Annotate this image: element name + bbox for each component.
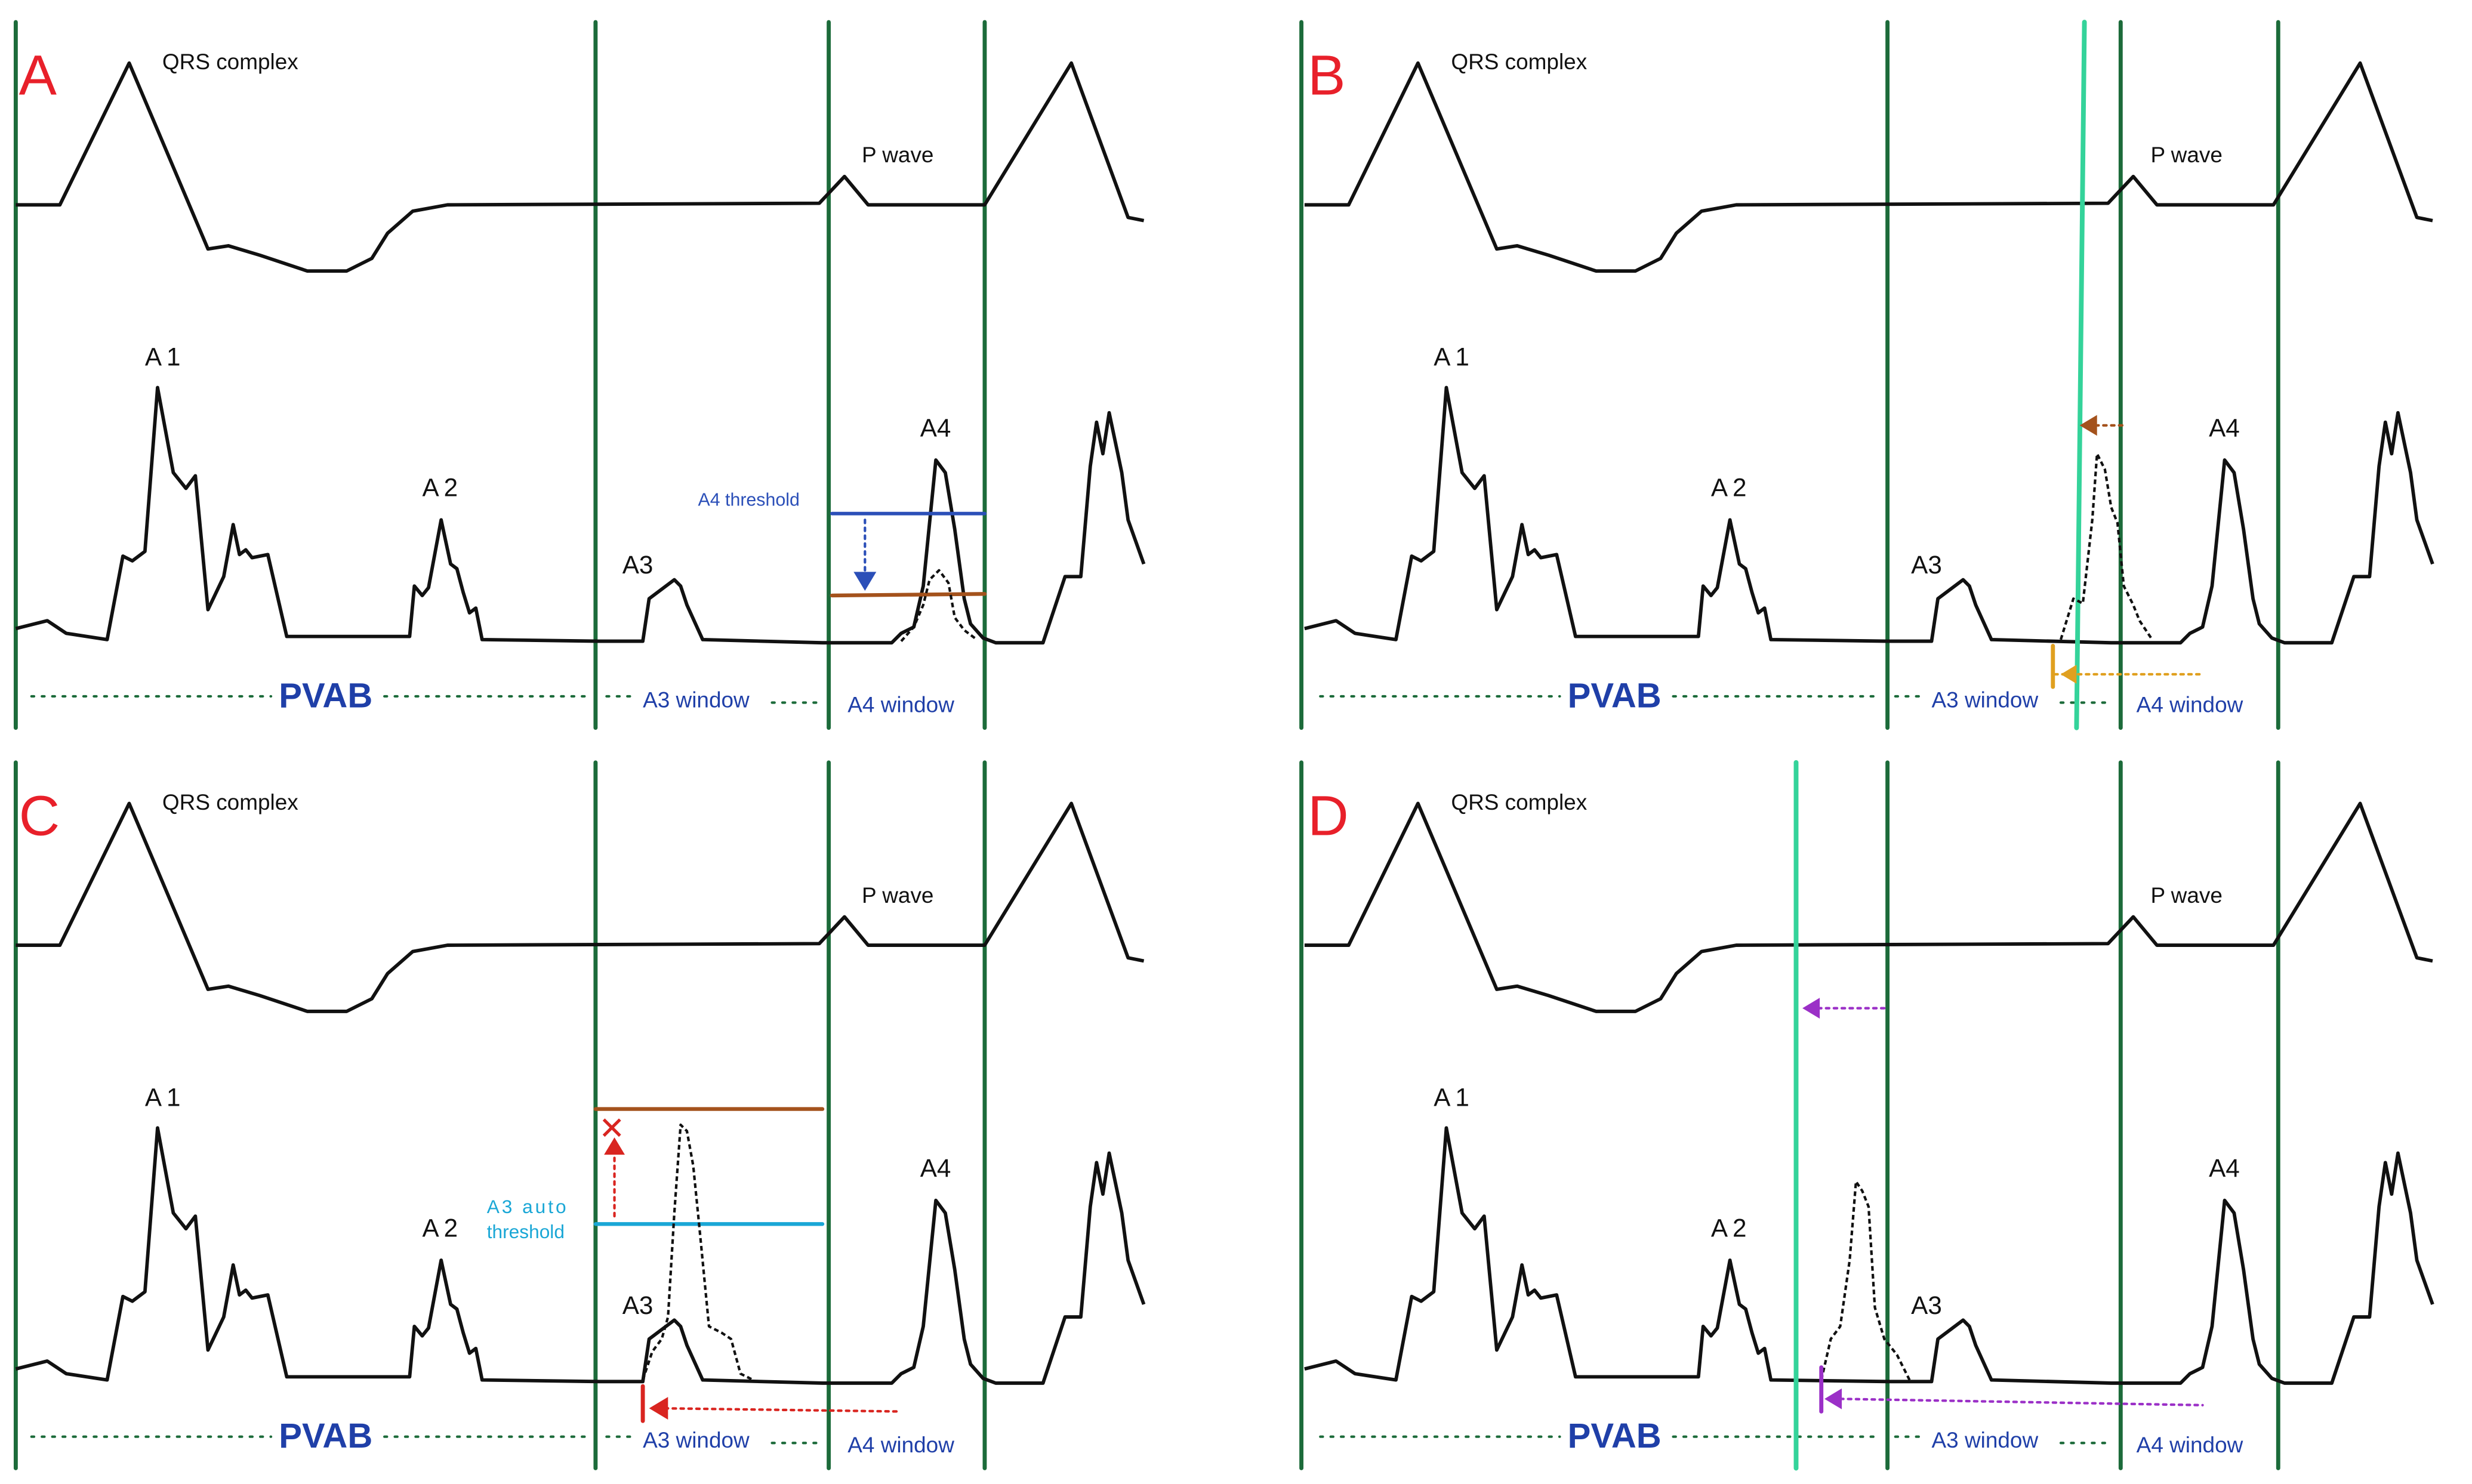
- pvab-label: PVAB: [1568, 1417, 1662, 1455]
- dashed-moved-peak: [1820, 1180, 1911, 1381]
- p-wave-label: P wave: [862, 883, 933, 908]
- p-wave-label: P wave: [2150, 883, 2222, 908]
- red-shift-arrowhead: [649, 1397, 668, 1420]
- p-wave-label: P wave: [2150, 143, 2222, 167]
- purple-shift-arrow-line: [1839, 1397, 2204, 1407]
- a1-label: A1: [145, 343, 185, 371]
- a4-label: A4: [2209, 1154, 2240, 1182]
- dashed-moved-peak: [2059, 452, 2153, 641]
- panel-b: B QRS complex P wave A1 A2 A3 A4 PVAB A3 window A…: [1299, 20, 2434, 730]
- panel-letter: B: [1308, 44, 1345, 107]
- a4-window-label: A4 window: [2137, 692, 2243, 717]
- a4-threshold-arrowhead: [853, 572, 877, 591]
- ecg-trace: [16, 61, 1145, 273]
- p-wave-label: P wave: [862, 143, 933, 167]
- a1-label: A1: [1434, 343, 1474, 371]
- a4-label: A4: [920, 1154, 951, 1182]
- orange-shift-arrowhead: [2060, 665, 2077, 684]
- a1-label: A1: [1434, 1083, 1474, 1111]
- ecg-trace: [16, 801, 1145, 1013]
- a3-label: A3: [1911, 1291, 1942, 1319]
- ecg-trace: [1304, 801, 2433, 1013]
- pvab-label: PVAB: [279, 1417, 372, 1455]
- red-up-arrowhead: [604, 1137, 625, 1155]
- a4-dashed-trace: [900, 569, 978, 642]
- panel-letter: D: [1308, 784, 1349, 847]
- a3-threshold-label-2: threshold: [487, 1221, 565, 1242]
- a4-label: A4: [920, 414, 951, 442]
- a3-label: A3: [622, 1291, 654, 1319]
- egm-trace: [15, 1126, 1146, 1385]
- a2-label: A2: [422, 474, 462, 502]
- red-shift-arrow-line: [663, 1407, 899, 1413]
- a4-window-label: A4 window: [847, 692, 954, 717]
- brown-threshold-line: [830, 592, 987, 598]
- a3-label: A3: [1911, 551, 1942, 579]
- ecg-trace: [1304, 61, 2433, 273]
- a3-label: A3: [622, 551, 654, 579]
- purple-top-arrowhead: [1802, 998, 1820, 1019]
- qrs-complex-label: QRS complex: [162, 50, 298, 74]
- blocked-x-mark: ✕: [599, 1111, 625, 1146]
- purple-shift-arrowhead: [1824, 1388, 1842, 1409]
- shifted-window-line: [2074, 20, 2087, 730]
- dashed-a3-candidate: [642, 1123, 754, 1381]
- qrs-complex-label: QRS complex: [1451, 50, 1587, 74]
- pvab-label: PVAB: [1568, 676, 1662, 715]
- a2-label: A2: [1711, 474, 1751, 502]
- qrs-complex-label: QRS complex: [1451, 790, 1587, 814]
- a2-label: A2: [422, 1214, 462, 1242]
- a4-window-label: A4 window: [2137, 1433, 2243, 1457]
- egm-trace: [1304, 385, 2434, 645]
- brown-shift-arrowhead: [2079, 415, 2097, 436]
- a3-window-label: A3 window: [1932, 687, 2039, 712]
- a4-window-label: A4 window: [847, 1433, 954, 1457]
- panel-letter: C: [19, 784, 60, 847]
- pvab-label: PVAB: [279, 676, 372, 715]
- a3-window-label: A3 window: [643, 687, 750, 712]
- egm-trace: [1304, 1126, 2434, 1385]
- panel-a: A QRS complex P wave A1 A2 A3 A4 PVAB A3 window A…: [13, 20, 1146, 730]
- a3-threshold-label-1: A3 auto: [487, 1196, 569, 1217]
- a1-label: A1: [145, 1083, 185, 1111]
- panel-c: C QRS complex P wave A1 A2 A3 A4 PVAB A3 window A…: [13, 760, 1146, 1470]
- egm-trace: [15, 385, 1146, 645]
- a2-label: A2: [1711, 1214, 1751, 1242]
- qrs-complex-label: QRS complex: [162, 790, 298, 814]
- a3-window-label: A3 window: [643, 1428, 750, 1452]
- a4-label: A4: [2209, 414, 2240, 442]
- panel-d: D QRS complex P wave A1 A2 A3 A4 PVAB A3 window A…: [1299, 760, 2434, 1471]
- a4-threshold-label: A4 threshold: [698, 490, 799, 510]
- panel-letter: A: [19, 44, 57, 107]
- a3-window-label: A3 window: [1932, 1428, 2039, 1452]
